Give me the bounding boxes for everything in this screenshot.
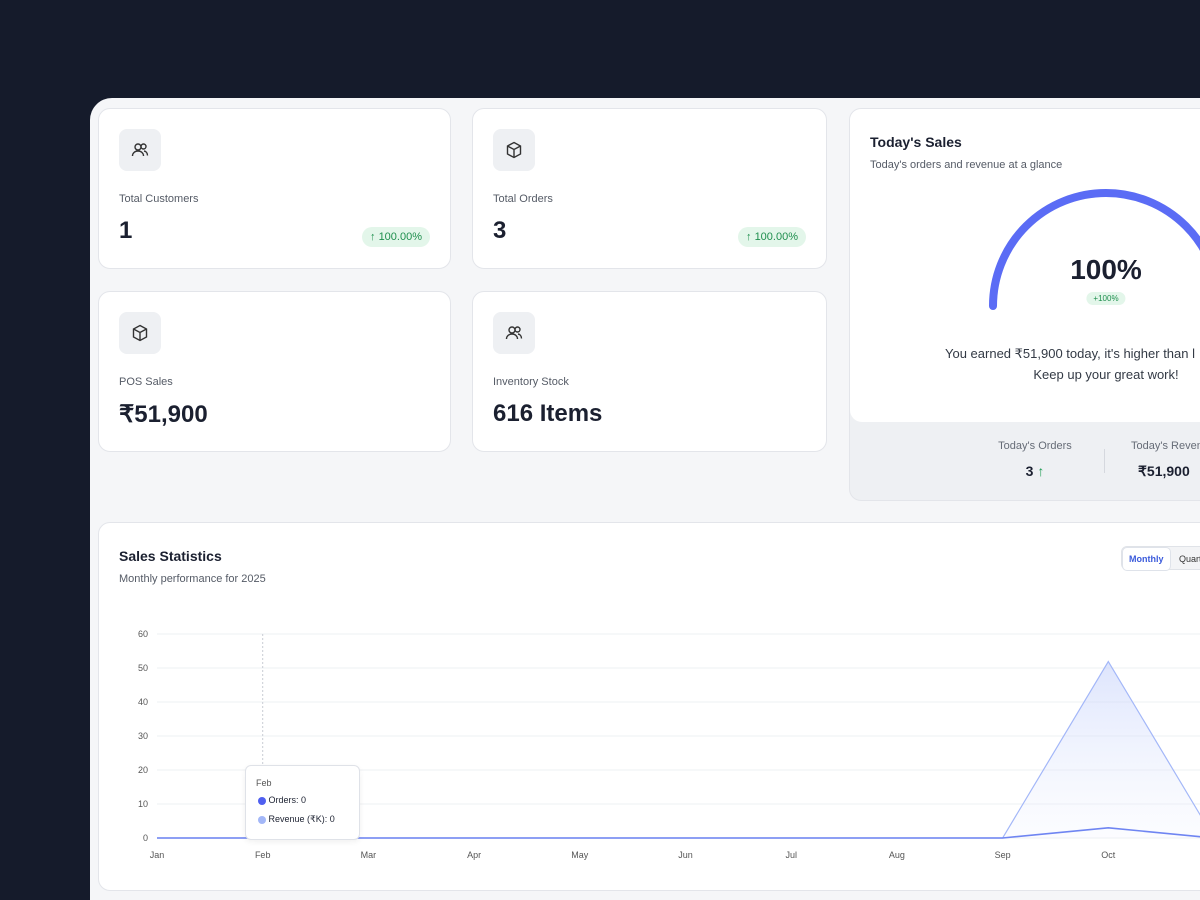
stat-card: Total Orders 3 ↑ 100.00% [472, 108, 827, 269]
stat-card: Total Customers 1 ↑ 100.00% [98, 108, 451, 269]
change-text: 100.00% [378, 231, 422, 243]
stat-label: Today's Orders [998, 440, 1072, 452]
card-label: Inventory Stock [493, 376, 569, 388]
toggle-button[interactable]: Quarterly [1179, 554, 1200, 564]
todays-sales-top [850, 109, 1200, 422]
x-tick-label: Feb [255, 850, 271, 860]
y-tick-label: 20 [138, 765, 148, 775]
tooltip-value: 0 [329, 814, 335, 824]
stat-label: Today's Revenue [1131, 440, 1200, 452]
icon [119, 129, 161, 171]
card-label: POS Sales [119, 376, 173, 388]
x-tick-label: Jul [785, 850, 797, 860]
stat-value: ₹51,900 [1138, 463, 1190, 479]
card-label: Total Orders [493, 193, 553, 205]
stat-number: 3 [1025, 463, 1034, 479]
card-value: ₹51,900 [119, 401, 208, 428]
todays-sales-card: Today's Sales Today's orders and revenue… [849, 108, 1200, 501]
message-line: You earned ₹51,900 today, it's higher th… [945, 346, 1195, 361]
legend-dot [258, 815, 266, 824]
legend-dot [258, 796, 266, 805]
x-tick-label: Oct [1101, 850, 1116, 860]
tooltip-label: Revenue (₹K): [268, 814, 328, 824]
icon [493, 312, 535, 354]
y-tick-label: 40 [138, 697, 148, 707]
y-tick-label: 60 [138, 629, 148, 639]
card-value: 616 Items [493, 400, 603, 427]
y-tick-label: 50 [138, 663, 148, 673]
change-text: 100.00% [754, 231, 798, 243]
chart-title: Sales Statistics [119, 548, 222, 564]
message-line: Keep up your great work! [1033, 367, 1179, 382]
tooltip-label: Orders: [268, 795, 299, 805]
x-tick-label: Jan [150, 850, 165, 860]
stat-value: 3 ↑ [1026, 463, 1045, 479]
period-toggle: Monthly Quarterly [1121, 546, 1200, 571]
gauge-value: 100% [1070, 254, 1142, 285]
change-badge: ↑ 100.00% [362, 227, 430, 247]
gauge-change: +100% [1086, 292, 1126, 305]
x-tick-label: Mar [361, 850, 377, 860]
toggle-button[interactable]: Monthly [1122, 547, 1171, 571]
section-title: Today's Sales [870, 134, 962, 150]
area [157, 661, 1200, 838]
y-tick-label: 30 [138, 731, 148, 741]
tooltip: Feb Orders: 0 Revenue (₹K): 0 [245, 765, 360, 840]
gauge-arc [989, 189, 1200, 310]
change-badge: ↑ 100.00% [738, 227, 806, 247]
x-tick-label: Apr [467, 850, 481, 860]
stat-card: Inventory Stock 616 Items [472, 291, 827, 452]
chart-subtitle: Monthly performance for 2025 [119, 573, 266, 585]
icon [119, 312, 161, 354]
up-arrow: ↑ [1037, 463, 1045, 479]
tooltip-title: Feb [256, 778, 272, 788]
section-subtitle: Today's orders and revenue at a glance [870, 159, 1063, 171]
x-tick-label: Jun [678, 850, 693, 860]
gauge [989, 189, 1200, 310]
stat-card: POS Sales ₹51,900 [98, 291, 451, 452]
divider [1104, 449, 1105, 473]
tooltip-row: Orders: 0 [258, 795, 306, 805]
chart: 0 10 20 30 40 50 60 Jan Feb Mar Apr May Jun Jul Aug Sep… [138, 629, 1200, 860]
icon [493, 129, 535, 171]
tooltip-row: Revenue (₹K): 0 [258, 814, 335, 825]
card-value: 1 [119, 217, 133, 244]
card-label: Total Customers [119, 193, 199, 205]
y-tick-label: 0 [143, 833, 148, 843]
y-tick-label: 10 [138, 799, 148, 809]
x-tick-label: May [571, 850, 589, 860]
tooltip-value: 0 [301, 795, 307, 805]
card-value: 3 [493, 217, 507, 244]
x-tick-label: Aug [889, 850, 905, 860]
x-tick-label: Sep [995, 850, 1011, 860]
